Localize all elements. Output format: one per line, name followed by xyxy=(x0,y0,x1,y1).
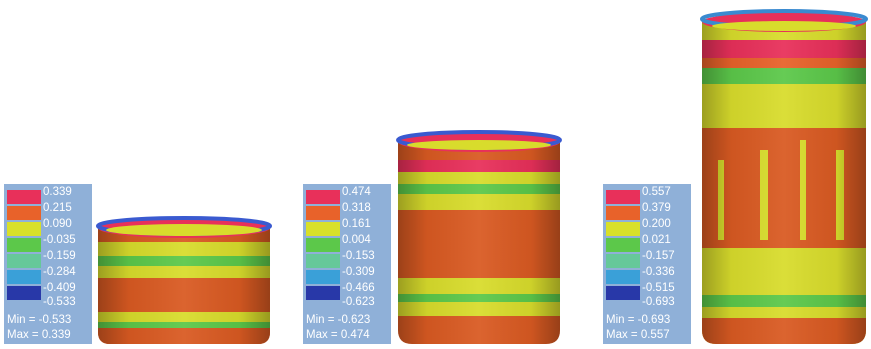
legend-swatch xyxy=(306,190,340,204)
legend-swatch xyxy=(306,206,340,220)
legend-max: Max = 0.474 xyxy=(306,329,370,341)
legend-min: Min = -0.623 xyxy=(306,314,371,326)
legend-max: Max = 0.557 xyxy=(606,329,670,341)
legend-medium: 0.474 0.318 0.161 0.004 -0.153 -0.309 -0… xyxy=(303,184,391,344)
legend-swatch xyxy=(306,286,340,300)
legend-value: -0.157 xyxy=(642,250,675,262)
legend-value: -0.035 xyxy=(43,234,76,246)
legend-swatch xyxy=(306,238,340,252)
legend-swatch xyxy=(306,270,340,284)
legend-value: -0.336 xyxy=(642,266,675,278)
legend-value: 0.161 xyxy=(342,218,371,230)
legend-value: 0.200 xyxy=(642,218,671,230)
legend-value: -0.309 xyxy=(342,266,375,278)
legend-value: 0.474 xyxy=(342,186,371,198)
legend-swatch xyxy=(7,286,41,300)
cylinder-tall xyxy=(700,9,868,344)
legend-value: 0.004 xyxy=(342,234,371,246)
legend-value: -0.409 xyxy=(43,282,76,294)
legend-value: 0.557 xyxy=(642,186,671,198)
legend-value: 0.318 xyxy=(342,202,371,214)
legend-value: -0.153 xyxy=(342,250,375,262)
legend-value: -0.515 xyxy=(642,282,675,294)
legend-value: -0.533 xyxy=(43,296,76,308)
legend-value: 0.021 xyxy=(642,234,671,246)
legend-value: 0.215 xyxy=(43,202,72,214)
legend-value: -0.623 xyxy=(342,296,375,308)
legend-swatch xyxy=(606,254,640,268)
legend-swatch xyxy=(7,238,41,252)
legend-value: 0.379 xyxy=(642,202,671,214)
legend-max: Max = 0.339 xyxy=(7,329,71,341)
legend-value: -0.693 xyxy=(642,296,675,308)
cylinder-short xyxy=(96,216,272,344)
legend-swatch xyxy=(306,222,340,236)
legend-value: -0.284 xyxy=(43,266,76,278)
legend-swatch xyxy=(7,206,41,220)
legend-value: -0.159 xyxy=(43,250,76,262)
legend-swatch xyxy=(7,254,41,268)
legend-swatch xyxy=(7,190,41,204)
legend-swatch xyxy=(606,206,640,220)
legend-min: Min = -0.693 xyxy=(606,314,671,326)
legend-swatch xyxy=(606,190,640,204)
cylinder-medium xyxy=(396,130,562,344)
legend-value: 0.339 xyxy=(43,186,72,198)
legend-swatch xyxy=(7,222,41,236)
legend-value: -0.466 xyxy=(342,282,375,294)
legend-swatch xyxy=(606,222,640,236)
legend-tall: 0.557 0.379 0.200 0.021 -0.157 -0.336 -0… xyxy=(603,184,691,344)
legend-swatch xyxy=(306,254,340,268)
legend-value: 0.090 xyxy=(43,218,72,230)
legend-swatch xyxy=(606,238,640,252)
legend-swatch xyxy=(606,286,640,300)
legend-short: 0.339 0.215 0.090 -0.035 -0.159 -0.284 -… xyxy=(4,184,92,344)
legend-swatch xyxy=(7,270,41,284)
legend-min: Min = -0.533 xyxy=(7,314,72,326)
legend-swatch xyxy=(606,270,640,284)
